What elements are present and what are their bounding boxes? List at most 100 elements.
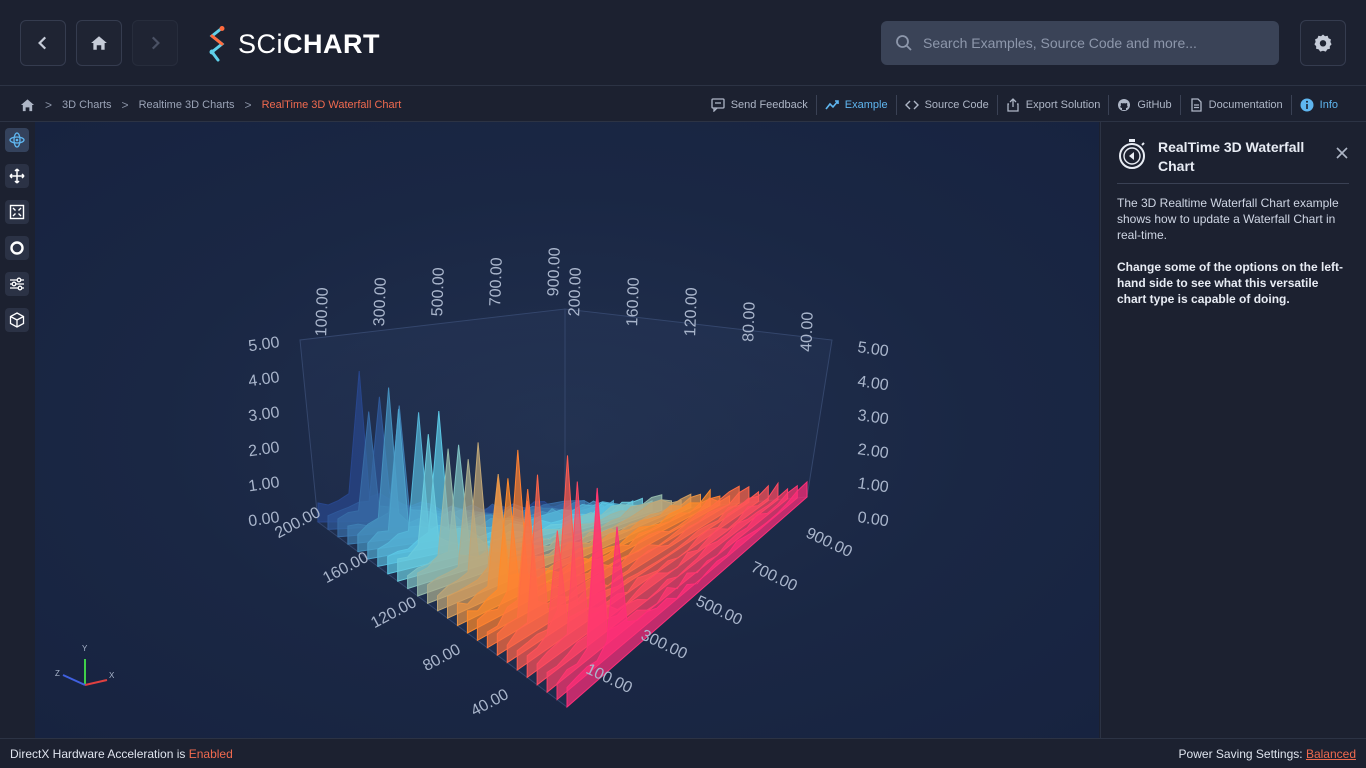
chart-toolbar xyxy=(0,122,35,738)
export-solution-label: Export Solution xyxy=(1025,98,1101,111)
example-label: Example xyxy=(844,98,888,111)
info-title: RealTime 3D Waterfall Chart xyxy=(1158,139,1305,174)
documentation-label: Documentation xyxy=(1208,98,1283,111)
power-saving-link[interactable]: Balanced xyxy=(1305,747,1356,761)
source-code-tab[interactable]: Source Code xyxy=(895,94,997,115)
z-axis-front-tick: 200.00 xyxy=(272,504,323,542)
z-axis-front-tick: 160.00 xyxy=(320,549,371,587)
y-axis-left-tick: 3.00 xyxy=(247,404,280,425)
scichart-logo[interactable]: SCiCHART xyxy=(204,26,380,62)
code-icon xyxy=(904,100,919,109)
y-axis-right-tick: 4.00 xyxy=(856,373,889,394)
source-code-label: Source Code xyxy=(924,98,989,111)
forward-button[interactable] xyxy=(132,20,178,66)
y-axis-left-tick: 2.00 xyxy=(247,439,280,460)
z-axis-front-tick: 80.00 xyxy=(420,641,463,675)
chevron-left-icon xyxy=(38,36,47,50)
search-input[interactable] xyxy=(923,35,1263,51)
document-icon xyxy=(1190,97,1202,112)
close-icon[interactable] xyxy=(1335,146,1349,160)
feedback-icon xyxy=(711,97,725,112)
waterfall-slice xyxy=(566,480,808,709)
x-axis-back-tick: 700.00 xyxy=(487,257,506,307)
breadcrumb-separator: > xyxy=(244,97,252,112)
z-axis-front-tick: 40.00 xyxy=(468,686,511,720)
x-axis-front-tick: 900.00 xyxy=(803,525,855,561)
info-emphasis: Change some of the options on the left-h… xyxy=(1117,260,1343,306)
home-button[interactable] xyxy=(76,20,122,66)
reset-camera-tool[interactable] xyxy=(5,236,29,260)
logo-text: SCiCHART xyxy=(238,28,381,59)
back-button[interactable] xyxy=(20,20,66,66)
breadcrumb-current: RealTime 3D Waterfall Chart xyxy=(261,98,402,111)
y-axis-right-tick: 0.00 xyxy=(856,509,889,530)
y-axis-left-tick: 5.00 xyxy=(247,334,280,355)
zoom-extents-icon xyxy=(9,204,25,220)
send-feedback-button[interactable]: Send Feedback xyxy=(703,95,816,115)
z-axis-back-tick: 40.00 xyxy=(798,311,816,352)
waterfall-chart-surface[interactable]: 5.00 4.00 3.00 2.00 1.00 0.00 5.00 4.00 3.00 2.00… xyxy=(35,122,1099,738)
info-tab[interactable]: Info xyxy=(1290,94,1346,115)
z-axis-back-tick: 120.00 xyxy=(682,287,701,337)
3d-view-tool[interactable] xyxy=(5,308,29,332)
waterfall-slice-fill xyxy=(566,480,808,709)
x-axis-front-tick: 500.00 xyxy=(693,593,745,629)
sliders-icon xyxy=(10,277,24,291)
export-solution-button[interactable]: Export Solution xyxy=(996,94,1109,115)
y-axis-right-tick: 3.00 xyxy=(856,407,889,428)
documentation-link[interactable]: Documentation xyxy=(1179,94,1291,115)
breadcrumb-3d-charts[interactable]: 3D Charts xyxy=(62,98,112,111)
waterfall-slices xyxy=(317,371,808,709)
rotate-tool[interactable] xyxy=(5,128,29,152)
z-axis-front-tick: 120.00 xyxy=(368,594,419,632)
example-tab[interactable]: Example xyxy=(815,94,896,115)
hardware-acceleration-value: Enabled xyxy=(188,747,233,761)
breadcrumb-realtime-3d-charts[interactable]: Realtime 3D Charts xyxy=(138,98,235,111)
gizmo-x-label: X xyxy=(109,671,115,680)
z-axis-back-tick: 200.00 xyxy=(566,267,585,317)
info-icon xyxy=(1300,98,1314,111)
y-axis-left-tick: 0.00 xyxy=(247,509,280,530)
gizmo-y-label: Y xyxy=(82,644,88,653)
right-back-wall xyxy=(564,308,833,520)
breadcrumb-separator: > xyxy=(45,97,53,112)
ring-icon xyxy=(10,241,24,255)
page-actions: Send Feedback Example Source Code Export… xyxy=(703,87,1346,122)
github-link[interactable]: GitHub xyxy=(1108,94,1179,115)
axis-gizmo: Y X Z xyxy=(55,644,115,686)
settings-tool[interactable] xyxy=(5,272,29,296)
send-feedback-label: Send Feedback xyxy=(730,98,808,111)
info-label: Info xyxy=(1319,98,1338,111)
search-box[interactable] xyxy=(881,21,1279,65)
y-axis-right-tick: 2.00 xyxy=(856,441,889,462)
pan-tool[interactable] xyxy=(5,164,29,188)
power-saving-label: Power Saving Settings: xyxy=(1178,747,1306,761)
search-icon xyxy=(896,35,912,51)
top-header: SCiCHART xyxy=(0,0,1366,86)
y-axis-left-tick: 1.00 xyxy=(247,474,280,495)
x-axis-back-tick: 100.00 xyxy=(313,287,332,337)
info-header: RealTime 3D Waterfall Chart xyxy=(1117,136,1349,184)
home-icon[interactable] xyxy=(20,98,35,112)
x-axis-front-tick: 300.00 xyxy=(638,627,690,663)
hardware-acceleration-status: DirectX Hardware Acceleration is Enabled xyxy=(10,747,233,761)
stopwatch-icon xyxy=(1119,139,1145,169)
github-label: GitHub xyxy=(1137,98,1172,111)
x-axis-back-tick: 300.00 xyxy=(371,277,390,327)
y-axis-left-tick: 4.00 xyxy=(247,369,280,390)
x-axis-back-tick: 500.00 xyxy=(429,267,448,317)
gizmo-z-axis xyxy=(62,674,86,686)
z-axis-back-tick: 160.00 xyxy=(624,277,643,327)
y-axis-right-tick: 1.00 xyxy=(856,475,889,496)
gizmo-z-label: Z xyxy=(55,669,60,678)
x-axis-front-tick: 700.00 xyxy=(748,559,800,595)
y-axis-right-tick: 5.00 xyxy=(856,339,889,360)
hardware-acceleration-label: DirectX Hardware Acceleration is xyxy=(10,747,189,761)
status-bar: DirectX Hardware Acceleration is Enabled… xyxy=(0,738,1366,768)
zoom-extents-tool[interactable] xyxy=(5,200,29,224)
scichart-logo-icon xyxy=(209,26,225,62)
chart-line-icon xyxy=(825,99,839,109)
info-panel: RealTime 3D Waterfall Chart The 3D Realt… xyxy=(1100,122,1366,738)
settings-button[interactable] xyxy=(1300,20,1346,66)
info-description: The 3D Realtime Waterfall Chart example … xyxy=(1117,196,1339,242)
